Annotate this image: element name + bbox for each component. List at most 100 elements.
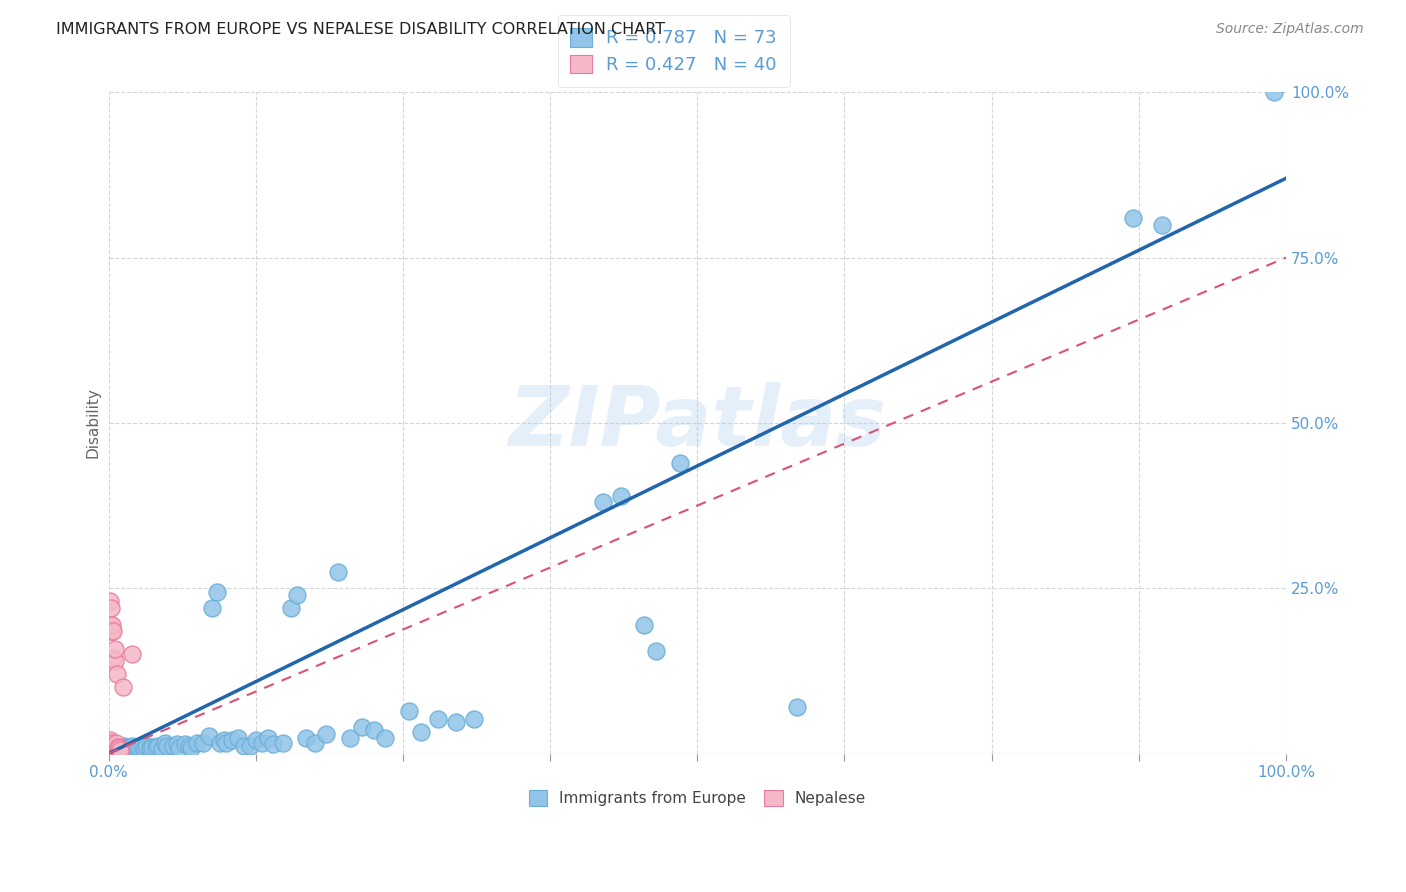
Point bbox=[104, 741, 127, 756]
Point bbox=[139, 741, 162, 756]
Point bbox=[1263, 86, 1285, 100]
Point bbox=[610, 489, 633, 503]
Point bbox=[121, 739, 143, 753]
Point bbox=[205, 584, 228, 599]
Point bbox=[100, 745, 122, 759]
Point bbox=[103, 745, 125, 759]
Point bbox=[103, 745, 125, 759]
Point bbox=[105, 742, 128, 756]
Point bbox=[103, 642, 125, 657]
Point bbox=[121, 648, 143, 662]
Point bbox=[169, 741, 191, 756]
Point bbox=[103, 743, 125, 757]
Point bbox=[444, 714, 467, 729]
Point bbox=[117, 739, 139, 754]
Text: IMMIGRANTS FROM EUROPE VS NEPALESE DISABILITY CORRELATION CHART: IMMIGRANTS FROM EUROPE VS NEPALESE DISAB… bbox=[56, 22, 665, 37]
Point bbox=[114, 742, 136, 756]
Point bbox=[166, 737, 188, 751]
Point bbox=[112, 739, 135, 753]
Point bbox=[315, 727, 337, 741]
Point bbox=[239, 739, 262, 753]
Point bbox=[104, 736, 127, 750]
Point bbox=[107, 739, 129, 754]
Point bbox=[124, 741, 146, 756]
Point bbox=[101, 739, 124, 753]
Point bbox=[191, 736, 214, 750]
Y-axis label: Disability: Disability bbox=[86, 387, 100, 458]
Point bbox=[592, 495, 614, 509]
Point bbox=[101, 741, 124, 756]
Point bbox=[226, 731, 249, 745]
Point bbox=[101, 745, 124, 759]
Point bbox=[101, 617, 124, 632]
Point bbox=[271, 736, 294, 750]
Point bbox=[101, 744, 124, 758]
Point bbox=[105, 741, 128, 756]
Point bbox=[215, 736, 238, 750]
Point bbox=[108, 744, 131, 758]
Point bbox=[304, 736, 326, 750]
Point bbox=[180, 741, 202, 756]
Point bbox=[645, 644, 668, 658]
Point bbox=[132, 742, 155, 756]
Point bbox=[295, 731, 318, 745]
Point bbox=[103, 739, 125, 753]
Point bbox=[104, 742, 127, 756]
Point bbox=[150, 742, 173, 756]
Point bbox=[285, 588, 308, 602]
Point bbox=[103, 741, 125, 756]
Point bbox=[350, 720, 373, 734]
Point bbox=[668, 456, 690, 470]
Point bbox=[328, 565, 350, 579]
Point bbox=[97, 745, 120, 759]
Point bbox=[131, 739, 153, 753]
Point bbox=[1152, 218, 1174, 232]
Point bbox=[186, 736, 208, 750]
Point bbox=[633, 617, 655, 632]
Point bbox=[103, 654, 125, 668]
Point bbox=[107, 745, 129, 759]
Point bbox=[250, 736, 273, 750]
Point bbox=[221, 733, 243, 747]
Point bbox=[100, 742, 122, 756]
Point bbox=[108, 739, 131, 754]
Point bbox=[110, 743, 132, 757]
Point bbox=[145, 739, 167, 754]
Point bbox=[115, 741, 138, 756]
Point bbox=[125, 739, 148, 754]
Point bbox=[398, 704, 420, 718]
Point bbox=[98, 744, 121, 758]
Point bbox=[128, 739, 150, 754]
Point bbox=[111, 681, 134, 695]
Point bbox=[339, 731, 361, 745]
Point bbox=[118, 742, 141, 756]
Point bbox=[209, 736, 232, 750]
Point bbox=[110, 742, 132, 756]
Point bbox=[101, 742, 124, 756]
Point bbox=[98, 733, 121, 747]
Point bbox=[135, 739, 157, 753]
Point bbox=[212, 733, 235, 747]
Point bbox=[463, 712, 485, 726]
Point bbox=[177, 739, 200, 753]
Point bbox=[245, 733, 267, 747]
Point bbox=[256, 731, 278, 745]
Point bbox=[103, 624, 125, 639]
Point bbox=[104, 744, 127, 758]
Point bbox=[105, 667, 128, 681]
Point bbox=[201, 601, 224, 615]
Point bbox=[111, 741, 134, 756]
Point bbox=[103, 650, 125, 665]
Point bbox=[197, 729, 219, 743]
Point bbox=[141, 739, 163, 754]
Point bbox=[233, 739, 256, 753]
Point bbox=[103, 744, 125, 758]
Point bbox=[98, 736, 121, 750]
Point bbox=[174, 737, 197, 751]
Point bbox=[107, 744, 129, 758]
Point bbox=[100, 736, 122, 750]
Point bbox=[156, 739, 179, 753]
Point bbox=[110, 742, 132, 756]
Point bbox=[162, 739, 184, 753]
Point bbox=[108, 741, 131, 756]
